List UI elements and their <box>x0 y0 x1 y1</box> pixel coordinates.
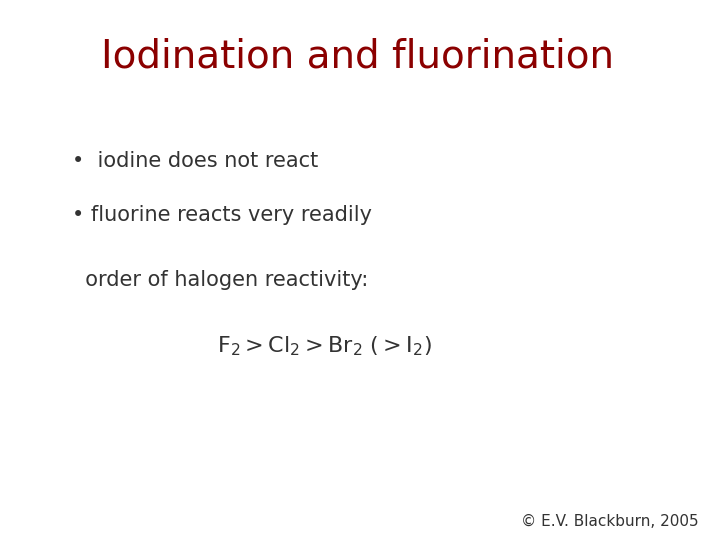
Text: •  iodine does not react: • iodine does not react <box>72 151 318 171</box>
Text: Iodination and fluorination: Iodination and fluorination <box>101 38 613 76</box>
Text: order of halogen reactivity:: order of halogen reactivity: <box>72 270 368 290</box>
Text: • fluorine reacts very readily: • fluorine reacts very readily <box>72 205 372 225</box>
Text: $\mathregular{F_2 > Cl_2 > Br_2\ (> I_2)}$: $\mathregular{F_2 > Cl_2 > Br_2\ (> I_2)… <box>217 335 431 359</box>
Text: © E.V. Blackburn, 2005: © E.V. Blackburn, 2005 <box>521 514 698 529</box>
